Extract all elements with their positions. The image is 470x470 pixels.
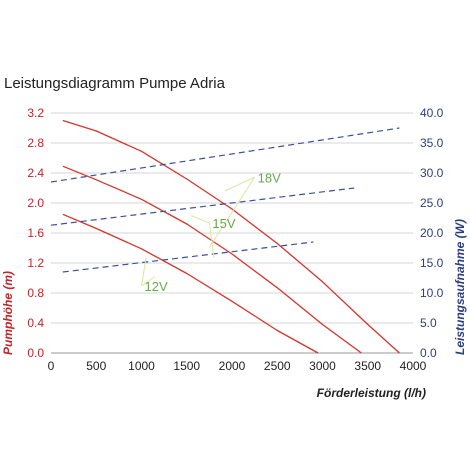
annotation-leader-line: [141, 257, 147, 287]
x-axis-label: Förderleistung (l/h): [317, 386, 426, 400]
annotation-label-15v: 15V: [212, 216, 235, 231]
series-layer: [50, 119, 400, 354]
left-tick-label: 2.8: [27, 136, 44, 150]
right-tick-label: 5.0: [420, 316, 437, 330]
left-tick-label: 2.0: [27, 196, 44, 210]
left-tick-label: 0.4: [27, 316, 44, 330]
left-tick-label: 0.0: [27, 346, 44, 360]
power-line-12v: [62, 241, 314, 273]
right-tick-label: 0.0: [420, 346, 437, 360]
left-tick-label: 0.8: [27, 286, 44, 300]
right-tick-label: 35.0: [420, 136, 444, 150]
left-axis-ticks: 0.0 0.4 0.8 1.2 1.6 2.0 2.4 2.8 3.2: [27, 106, 44, 360]
right-tick-label: 10.0: [420, 286, 444, 300]
annotation-leader-line: [208, 176, 256, 248]
left-axis-label: Pumphöhe (m): [1, 271, 15, 355]
annotation-leader-line: [208, 222, 215, 258]
left-tick-label: 2.4: [27, 166, 44, 180]
x-axis-ticks: 0 500 1000 1500 2000 2500 3000 3500 4000: [48, 359, 427, 373]
left-tick-label: 3.2: [27, 106, 44, 120]
x-tick-label: 500: [86, 359, 106, 373]
x-tick-label: 3500: [354, 359, 381, 373]
x-tick-label: 3000: [309, 359, 336, 373]
annotation-label-12v: 12V: [145, 279, 168, 294]
annotation-leader-line: [224, 176, 255, 192]
annotation-layer: 18V 15V 12V: [141, 170, 281, 294]
annotation-leader-line: [141, 276, 156, 287]
head-curve-15v: [62, 165, 362, 354]
left-tick-label: 1.6: [27, 226, 44, 240]
chart-title: Leistungsdiagramm Pumpe Adria: [4, 75, 226, 92]
power-line-15v: [50, 187, 355, 226]
head-curve-18v: [62, 119, 400, 354]
right-tick-label: 30.0: [420, 166, 444, 180]
power-line-18v: [50, 127, 400, 183]
right-tick-label: 25.0: [420, 196, 444, 210]
x-tick-label: 4000: [400, 359, 427, 373]
annotation-label-18v: 18V: [258, 170, 281, 185]
x-tick-label: 2000: [219, 359, 246, 373]
left-tick-label: 1.2: [27, 256, 44, 270]
right-axis-ticks: 0.0 5.0 10.0 15.0 20.0 25.0 30.0 35.0 40.0: [420, 106, 444, 360]
head-curve-12v: [62, 213, 319, 354]
right-tick-label: 20.0: [420, 226, 444, 240]
annotation-leader-line: [191, 215, 210, 224]
right-tick-label: 40.0: [420, 106, 444, 120]
right-axis-label: Leistungsaufnahme (W): [453, 219, 467, 355]
x-tick-label: 2500: [264, 359, 291, 373]
x-tick-label: 0: [48, 359, 55, 373]
right-tick-label: 15.0: [420, 256, 444, 270]
x-tick-label: 1000: [128, 359, 155, 373]
x-tick-label: 1500: [173, 359, 200, 373]
